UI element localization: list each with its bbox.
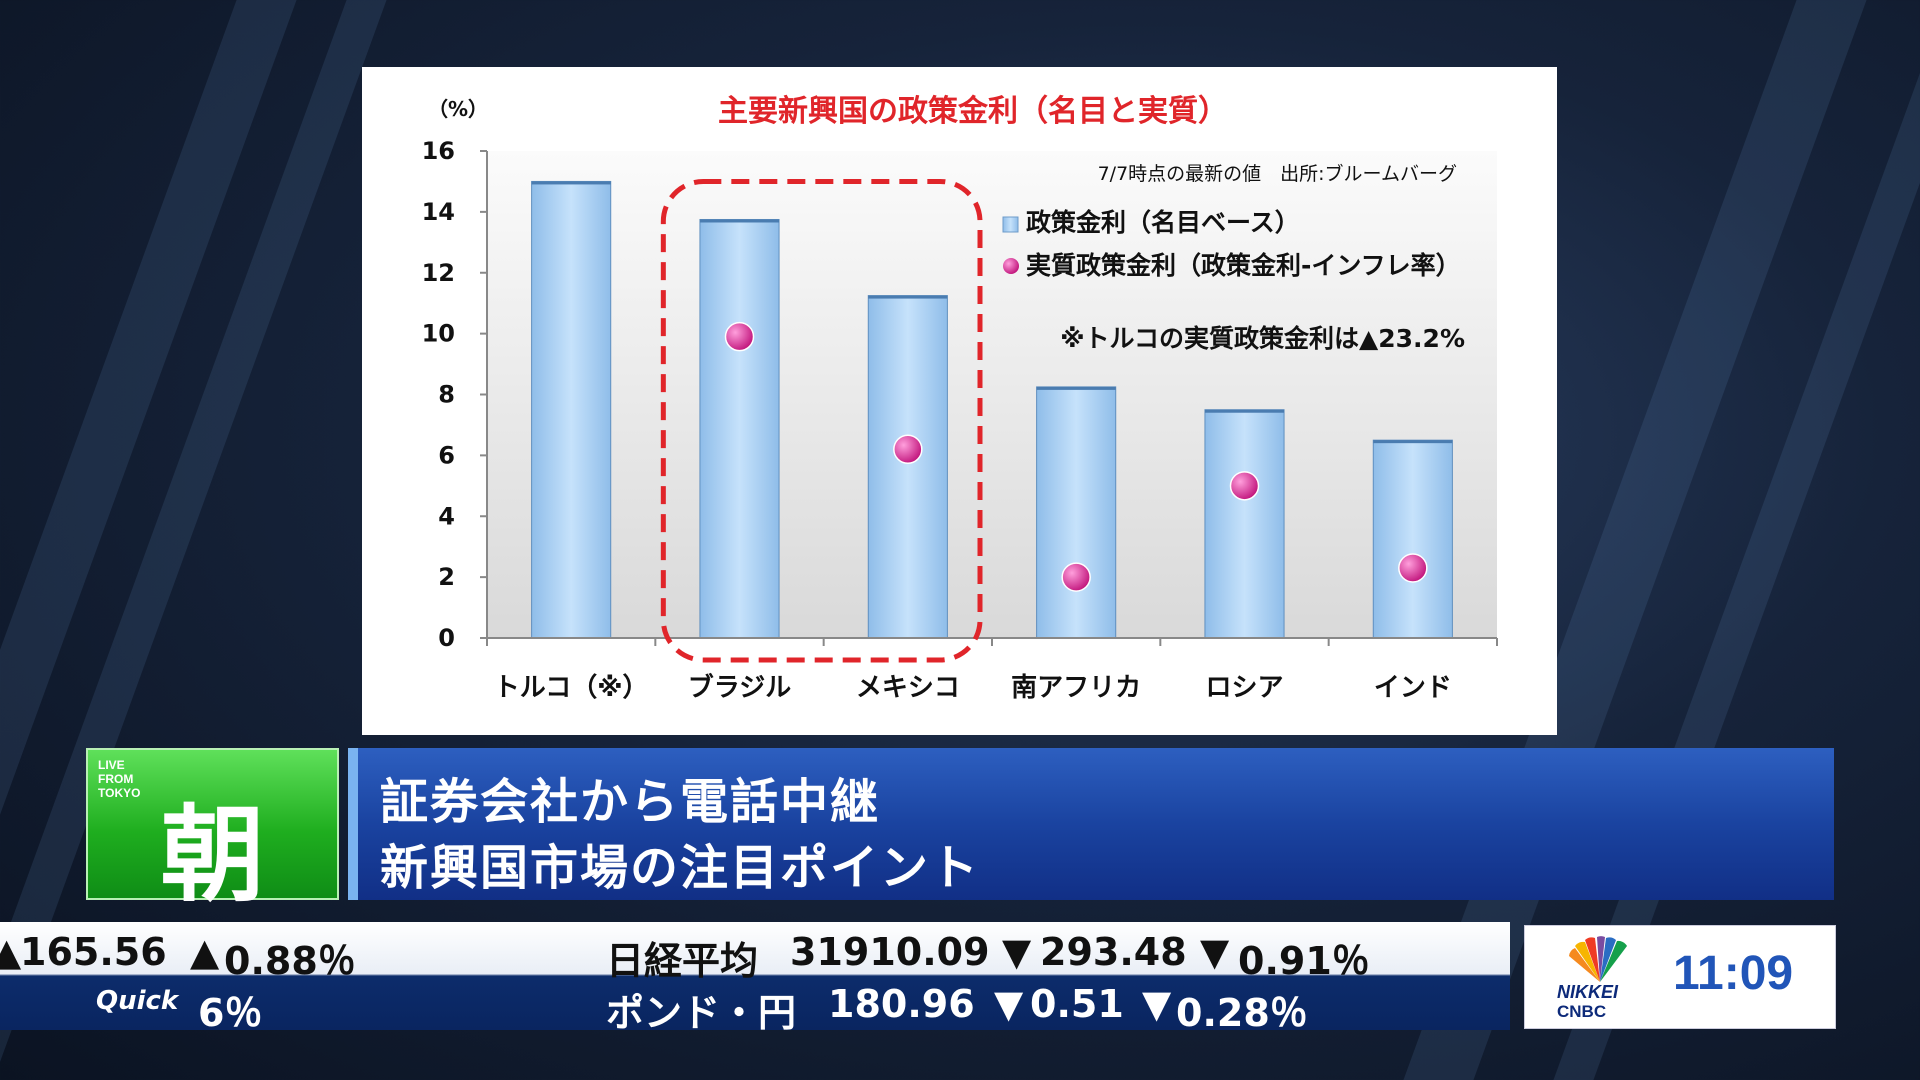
nikkei-brand: NIKKEI [1557,982,1619,1002]
chart-title: 主要新興国の政策金利（名目と実質） [718,94,1228,129]
category-label: インド [1374,673,1452,703]
nikkei-value: 31910.09 [790,930,990,974]
nikkei-label: 日経平均 [606,939,759,983]
headline-line-1: 証券会社から電話中継 [380,774,881,830]
quick-label: Quick [96,986,179,1016]
y-tick-label: 12 [422,259,455,287]
y-tick-label: 2 [438,563,455,591]
ticker-value: 165.56 [20,930,167,974]
brand-clock-box: NIKKEI CNBC 11:09 [1524,925,1836,1029]
y-tick-label: 0 [438,624,455,652]
bar [1036,386,1117,639]
quick-value: 6％ [198,991,263,1035]
bar [531,180,612,639]
cnbc-brand: CNBC [1557,1002,1607,1021]
gbp-jpy-change: 0.51 [1030,982,1124,1026]
legend-dot-swatch [1003,258,1019,274]
category-label: ロシア [1205,673,1283,703]
y-tick-label: 10 [422,320,455,348]
down-arrow-icon: ▼ [1200,930,1230,974]
bar-top [868,295,948,299]
plot-area [487,151,1497,638]
category-label: ブラジル [688,672,791,703]
source-note: 7/7時点の最新の値 出所:ブルームバーグ [1098,162,1457,185]
program-logo: LIVE FROM TOKYO 朝 [86,748,339,916]
nikkei-change: 293.48 [1040,930,1187,974]
y-tick-label: 14 [422,198,455,226]
y-tick-label: 4 [438,502,455,530]
down-arrow-icon: ▼ [994,982,1024,1026]
y-tick-label: 8 [438,381,455,409]
legend-real: 実質政策金利（政策金利-インフレ率） [1026,251,1461,280]
lower-third: LIVE FROM TOKYO 朝 証券会社から電話中継 新興国市場の注目ポイン… [86,748,1834,916]
legend-bar-swatch [1002,216,1019,233]
bar-top [1036,386,1116,390]
chart-panel: 0 2 4 6 8 10 12 14 16 トルコ（※） ブラジル メキシコ 南アフリカ ロシア インド … [362,67,1557,735]
down-arrow-icon: ▼ [1002,930,1032,974]
category-label: トルコ（※） [494,673,649,703]
category-label: メキシコ [856,673,960,703]
legend-nominal: 政策金利（名目ベース） [1026,208,1300,237]
gbp-jpy-value: 180.96 [828,982,975,1026]
bar [1204,409,1285,639]
bar-top [531,181,611,185]
gbp-jpy-percent: 0.28％ [1176,991,1308,1035]
up-arrow-icon: ▲ [0,930,22,974]
bar-top [1373,440,1453,444]
bar-top [699,219,780,223]
headline-box: 証券会社から電話中継 新興国市場の注目ポイント [348,748,1834,900]
ticker-percent: 0.88％ [224,939,356,983]
peacock-logo-icon [1569,936,1627,982]
y-tick-label: 6 [438,441,455,469]
bar [1372,439,1453,639]
turkey-annotation: ※トルコの実質政策金利は▲23.2% [1060,324,1465,353]
gbp-jpy-label: ポンド・円 [606,991,797,1035]
y-tick-label: 16 [422,137,455,165]
bar-top [1204,409,1285,413]
bar [867,295,948,639]
market-ticker: ▲ 165.56 ▲ 0.88％ 日経平均 31910.09 ▼ 293.48 … [0,922,1510,1035]
real-rate-dot [1398,553,1428,583]
program-name: 朝 [160,794,265,916]
up-arrow-icon: ▲ [190,930,220,974]
down-arrow-icon: ▼ [1142,982,1172,1026]
y-unit-label: （%） [428,97,488,121]
real-rate-dot [1229,471,1260,501]
live-from-tokyo-label: LIVE FROM TOKYO [98,758,141,800]
clock: 11:09 [1673,947,1794,1000]
real-rate-dot [893,434,923,465]
real-rate-dot [1061,562,1091,592]
highlight-box [660,178,983,663]
category-label: 南アフリカ [1011,673,1141,703]
headline-line-2: 新興国市場の注目ポイント [380,840,981,896]
real-rate-dot [724,321,755,352]
bar [699,218,780,639]
nikkei-percent: 0.91％ [1238,939,1370,983]
